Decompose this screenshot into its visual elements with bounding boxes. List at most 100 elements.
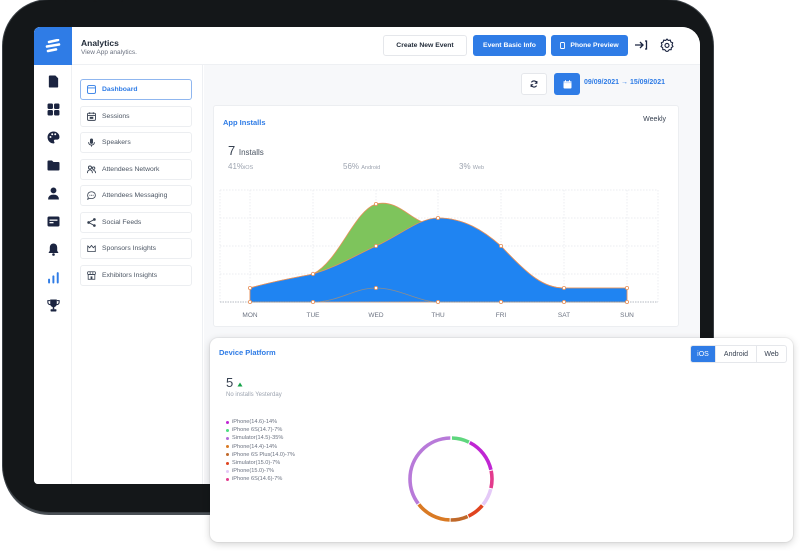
legend-label: iPhone(14.4)-14% — [232, 443, 278, 450]
rail-item-theme[interactable] — [34, 123, 72, 151]
phone-icon — [560, 42, 566, 49]
tab-ios[interactable]: iOS — [691, 346, 716, 362]
device-legend: iPhone(14.6)-14% iPhone 6S(14.7)-7% Simu… — [226, 418, 295, 484]
chat-icon — [87, 191, 96, 200]
nav-item-label: Speakers — [102, 139, 131, 146]
rail-item-cards[interactable] — [34, 207, 72, 235]
legend-dot — [226, 461, 229, 465]
rail-item-notifications[interactable] — [34, 235, 72, 263]
users-icon — [87, 165, 96, 174]
analytics-nav: Dashboard Sessions Speakers Attendees Ne… — [72, 65, 203, 484]
nav-item-attendees-messaging[interactable]: Attendees Messaging — [80, 185, 192, 206]
nav-item-sessions[interactable]: Sessions — [80, 106, 192, 127]
legend-dot — [226, 445, 229, 449]
platform-tabs: iOS Android Web — [690, 345, 787, 363]
event-basic-info-button[interactable]: Event Basic Info — [473, 35, 546, 56]
legend-label: iPhone(15.0)-7% — [232, 468, 274, 475]
nav-item-attendees-network[interactable]: Attendees Network — [80, 159, 192, 180]
trend-up-icon — [237, 382, 243, 387]
total-installs: 7 Installs — [228, 143, 264, 158]
tab-web[interactable]: Web — [764, 350, 779, 358]
settings-button[interactable] — [659, 37, 675, 53]
donut-slice — [408, 436, 494, 522]
legend-item: Simulator(15.0)-7% — [226, 459, 295, 467]
app-logo[interactable] — [34, 27, 72, 65]
rail-item-dashboard[interactable] — [34, 95, 72, 123]
legend-item: iPhone 6S Plus(14.0)-7% — [226, 451, 295, 459]
legend-label: Simulator(15.0)-7% — [232, 460, 281, 467]
legend-label: iPhone(14.6)-14% — [232, 419, 278, 426]
legend-item: iPhone 6S(14.6)-7% — [226, 475, 295, 483]
period-select[interactable]: Weekly — [643, 116, 666, 123]
rail-item-awards[interactable] — [34, 291, 72, 319]
user-icon — [47, 187, 59, 199]
legend-item: iPhone(15.0)-7% — [226, 467, 295, 475]
nav-item-label: Social Feeds — [102, 219, 142, 226]
rail-item-documents[interactable] — [34, 67, 72, 95]
legend-dot — [226, 428, 229, 432]
refresh-button[interactable] — [521, 73, 547, 95]
total-installs-label: Installs — [238, 148, 264, 157]
nav-item-dashboard[interactable]: Dashboard — [80, 79, 192, 100]
date-picker-button[interactable] — [554, 73, 580, 95]
x-tick: SAT — [557, 312, 571, 319]
data-points — [248, 201, 629, 305]
logout-button[interactable] — [633, 37, 649, 53]
logo-icon — [45, 39, 61, 53]
device-subtitle: No installs Yesterday — [226, 392, 282, 398]
card-icon — [47, 216, 59, 226]
web-share: 3% Web — [459, 162, 484, 171]
refresh-icon — [530, 80, 538, 88]
x-tick: SUN — [620, 312, 634, 319]
nav-item-social-feeds[interactable]: Social Feeds — [80, 212, 192, 233]
legend-dot — [226, 477, 229, 481]
android-share: 56% Android — [343, 162, 380, 171]
x-tick: MON — [242, 312, 258, 319]
store-icon — [87, 271, 96, 280]
legend-dot — [226, 453, 229, 457]
legend-label: Simulator(14.5)-35% — [232, 435, 284, 442]
phone-preview-button[interactable]: Phone Preview — [551, 35, 628, 56]
legend-label: iPhone 6S(14.7)-7% — [232, 427, 283, 434]
web-label: Web — [472, 165, 485, 171]
tablet-button — [65, 0, 95, 2]
nav-item-sponsors-insights[interactable]: Sponsors Insights — [80, 238, 192, 259]
browser-icon — [87, 85, 96, 94]
palette-icon — [47, 131, 59, 143]
date-from: 09/09/2021 — [584, 79, 620, 86]
nav-item-exhibitors-insights[interactable]: Exhibitors Insights — [80, 265, 192, 286]
ios-share: 41%iOS — [228, 162, 253, 171]
ios-area — [249, 217, 628, 303]
nav-item-label: Sessions — [102, 113, 130, 120]
microphone-icon — [88, 138, 95, 147]
x-tick: THU — [431, 312, 445, 319]
phone-preview-label: Phone Preview — [570, 42, 619, 49]
device-platform-title: Device Platform — [219, 348, 276, 357]
trophy-icon — [46, 299, 60, 311]
installs-area-chart — [219, 189, 659, 305]
android-pct: 56% — [343, 162, 360, 171]
legend-item: Simulator(14.5)-35% — [226, 434, 295, 442]
tablet-button — [95, 0, 123, 2]
nav-item-label: Attendees Messaging — [102, 192, 168, 199]
crown-icon — [87, 244, 96, 253]
x-tick: FRI — [495, 312, 507, 319]
rail-item-files[interactable] — [34, 151, 72, 179]
rail-item-users[interactable] — [34, 179, 72, 207]
legend-dot — [226, 436, 229, 440]
date-range[interactable]: 09/09/2021 → 15/09/2021 — [584, 79, 665, 86]
app-installs-card: App Installs Weekly 7 Installs 41%iOS 56… — [213, 105, 679, 327]
ios-label: iOS — [244, 165, 254, 171]
device-count-value: 5 — [226, 375, 234, 390]
web-pct: 3% — [459, 162, 471, 171]
nav-item-speakers[interactable]: Speakers — [80, 132, 192, 153]
date-to: 15/09/2021 — [629, 79, 665, 86]
donut-slice — [408, 436, 494, 522]
x-tick: TUE — [306, 312, 320, 319]
create-new-event-button[interactable]: Create New Event — [383, 35, 467, 56]
gear-icon — [660, 38, 674, 52]
tab-android[interactable]: Android — [716, 346, 757, 362]
calendar-icon — [87, 112, 96, 121]
rail-item-analytics[interactable] — [34, 263, 72, 291]
bell-icon — [48, 243, 58, 256]
